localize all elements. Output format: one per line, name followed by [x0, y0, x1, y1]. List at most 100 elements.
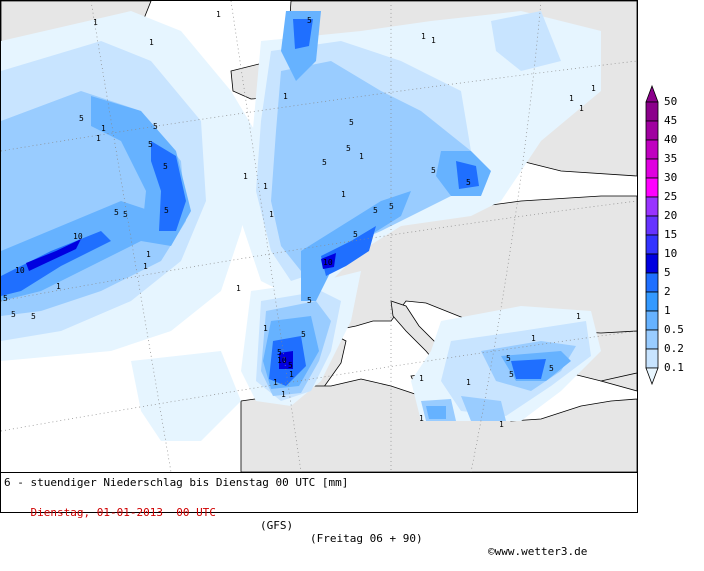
legend-level-label: 35 — [664, 152, 678, 165]
contour-label: 5 — [509, 370, 514, 379]
legend-swatch — [645, 139, 659, 160]
legend-swatch — [645, 158, 659, 179]
contour-label: 1 — [576, 312, 581, 321]
contour-label: 1 — [146, 250, 151, 259]
contour-label: 1 — [263, 182, 268, 191]
contour-label: 1 — [591, 84, 596, 93]
contour-label: 1 — [421, 32, 426, 41]
legend-level-label: 20 — [664, 209, 678, 222]
contour-label: 1 — [149, 38, 154, 47]
precip-10 — [26, 239, 336, 369]
legend-level-label: 0.5 — [664, 323, 684, 336]
legend-level-label: 2 — [664, 285, 671, 298]
legend-swatch — [645, 310, 659, 331]
contour-label: 1 — [273, 378, 278, 387]
contour-label: 5 — [349, 118, 354, 127]
contour-label: 5 — [431, 166, 436, 175]
contour-label: 1 — [569, 94, 574, 103]
precipitation-map: 1 1 1 5 1 1 5 5 5 5 5 10 10 5 5 1 1 5 1 … — [0, 0, 638, 473]
contour-label: 5 — [549, 364, 554, 373]
legend-level-label: 40 — [664, 133, 678, 146]
contour-label: 1 — [431, 36, 436, 45]
contour-label: 1 — [243, 172, 248, 181]
legend-level-label: 30 — [664, 171, 678, 184]
contour-label: 1 — [281, 390, 286, 399]
contour-label: 5 — [288, 361, 293, 370]
contour-label: 5 — [307, 16, 312, 25]
footer-info-line: Dienstag, 01-01-2013 00 UTC (GFS) (Freit… — [4, 493, 636, 571]
legend-swatch — [645, 348, 659, 369]
legend-swatch — [645, 101, 659, 122]
map-footer: 6 - stuendiger Niederschlag bis Dienstag… — [0, 473, 638, 558]
model-name: (GFS) — [260, 519, 294, 532]
legend-level-label: 0.2 — [664, 342, 684, 355]
contour-label: 5 — [373, 206, 378, 215]
legend-swatch — [645, 196, 659, 217]
contour-label: 1 — [93, 18, 98, 27]
contour-label: 1 — [56, 282, 61, 291]
contour-label: 1 — [466, 378, 471, 387]
contour-label: 1 — [359, 152, 364, 161]
legend-level-label: 0.1 — [664, 361, 684, 374]
contour-label: 5 — [31, 312, 36, 321]
map-caption: 6 - stuendiger Niederschlag bis Dienstag… — [4, 476, 349, 489]
contour-label: 5 — [466, 178, 471, 187]
contour-label: 5 — [353, 230, 358, 239]
contour-label: 5 — [3, 294, 8, 303]
precip-legend: 50 45 40 35 30 25 20 15 10 5 2 1 0.5 0.2 0.1 — [640, 84, 704, 404]
contour-label: 5 — [506, 354, 511, 363]
legend-swatch — [645, 215, 659, 236]
legend-swatch — [645, 272, 659, 293]
contour-label: 10 — [73, 232, 83, 241]
contour-label: 5 — [307, 296, 312, 305]
contour-label: 1 — [96, 134, 101, 143]
legend-level-label: 15 — [664, 228, 678, 241]
contour-label: 1 — [419, 374, 424, 383]
contour-label: 1 — [499, 420, 504, 429]
contour-label: 5 — [114, 208, 119, 217]
contour-label: 1 — [236, 284, 241, 293]
contour-label: 1 — [341, 190, 346, 199]
contour-label: 1 — [263, 324, 268, 333]
contour-label: 1 — [419, 414, 424, 423]
contour-label: 1 — [216, 10, 221, 19]
legend-swatch — [645, 253, 659, 274]
contour-label: 5 — [389, 202, 394, 211]
legend-level-label: 25 — [664, 190, 678, 203]
contour-label: 10 — [323, 258, 333, 267]
contour-label: 5 — [164, 206, 169, 215]
legend-swatch — [645, 329, 659, 350]
contour-label: 10 — [15, 266, 25, 275]
legend-level-label: 45 — [664, 114, 678, 127]
contour-label: 5 — [79, 114, 84, 123]
model-run: (Freitag 06 + 90) — [310, 532, 423, 545]
contour-label: 5 — [11, 310, 16, 319]
source-credit: ©www.wetter3.de — [488, 545, 588, 558]
legend-level-label: 5 — [664, 266, 671, 279]
contour-label: 1 — [143, 262, 148, 271]
contour-label: 5 — [123, 210, 128, 219]
contour-label: 1 — [283, 92, 288, 101]
contour-label: 5 — [322, 158, 327, 167]
map-canvas: 1 1 1 5 1 1 5 5 5 5 5 10 10 5 5 1 1 5 1 … — [1, 1, 637, 472]
contour-label: 1 — [269, 210, 274, 219]
contour-label: 10 — [277, 356, 287, 365]
contour-label: 1 — [289, 370, 294, 379]
legend-level-label: 10 — [664, 247, 678, 260]
legend-swatch — [645, 291, 659, 312]
contour-label: 1 — [531, 334, 536, 343]
graticule — [1, 1, 637, 472]
contour-label: 5 — [346, 144, 351, 153]
legend-level-label: 1 — [664, 304, 671, 317]
contour-labels: 1 1 1 5 1 1 5 5 5 5 5 10 10 5 5 1 1 5 1 … — [3, 10, 596, 429]
contour-label: 5 — [277, 348, 282, 357]
legend-level-label: 50 — [664, 95, 678, 108]
contour-label: 5 — [163, 162, 168, 171]
legend-colorbar — [645, 84, 659, 386]
legend-swatch — [645, 234, 659, 255]
contour-label: 5 — [148, 140, 153, 149]
legend-swatch — [645, 120, 659, 141]
contour-label: 1 — [579, 104, 584, 113]
legend-bottom-arrow — [645, 367, 659, 386]
legend-swatch — [645, 177, 659, 198]
